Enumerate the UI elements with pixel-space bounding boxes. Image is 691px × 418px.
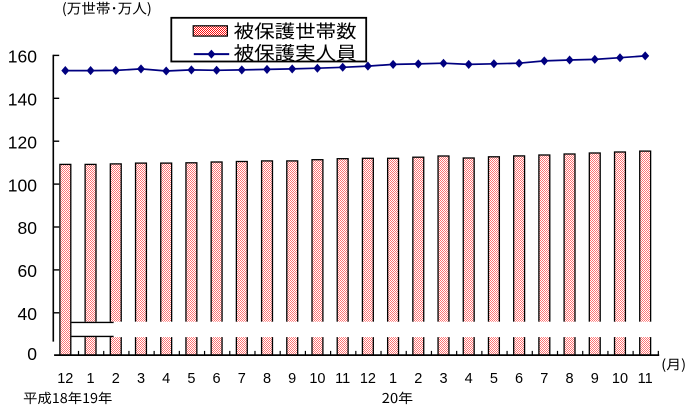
svg-text:6: 6 [515,371,523,387]
svg-text:11: 11 [335,371,350,387]
svg-text:60: 60 [18,261,38,281]
svg-text:40: 40 [18,304,38,324]
svg-text:1: 1 [389,371,397,387]
svg-text:9: 9 [591,371,599,387]
svg-text:5: 5 [490,371,498,387]
svg-text:10: 10 [612,371,628,387]
svg-text:4: 4 [162,371,170,387]
svg-text:3: 3 [439,371,447,387]
svg-text:8: 8 [263,371,271,387]
svg-text:100: 100 [8,175,37,195]
svg-text:12: 12 [57,371,73,387]
svg-text:9: 9 [288,371,296,387]
svg-text:5: 5 [187,371,195,387]
svg-text:140: 140 [8,90,37,110]
svg-text:8: 8 [566,371,574,387]
svg-text:7: 7 [540,371,548,387]
svg-text:3: 3 [137,371,145,387]
svg-text:2: 2 [112,371,120,387]
svg-text:6: 6 [213,371,221,387]
svg-text:4: 4 [465,371,473,387]
svg-text:160: 160 [8,47,37,67]
svg-text:12: 12 [360,371,376,387]
svg-text:7: 7 [238,371,246,387]
svg-text:11: 11 [638,371,653,387]
svg-text:2: 2 [414,371,422,387]
svg-text:80: 80 [18,218,38,238]
svg-text:10: 10 [309,371,325,387]
svg-text:0: 0 [27,344,37,364]
svg-text:120: 120 [8,132,37,152]
svg-text:1: 1 [87,371,95,387]
